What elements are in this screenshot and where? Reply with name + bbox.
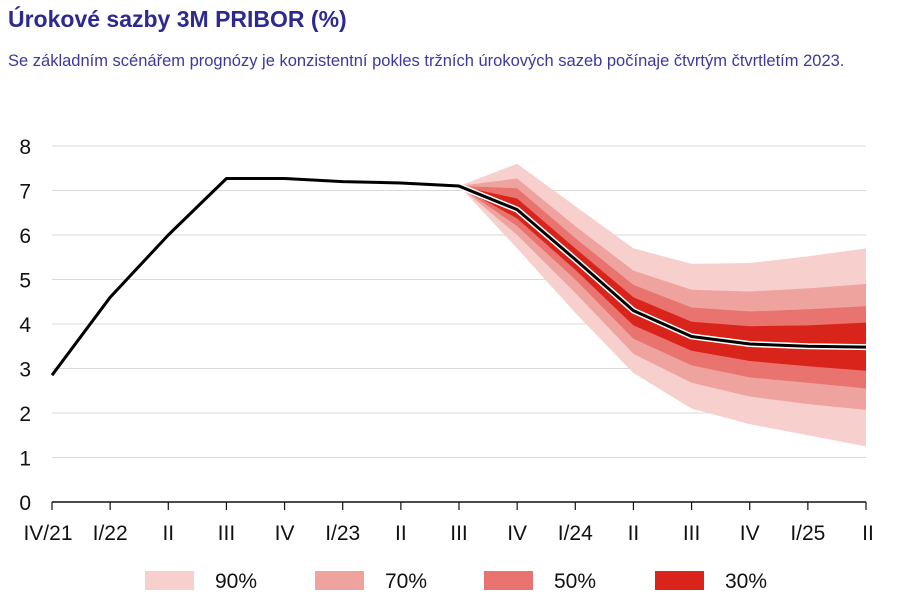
x-tick-label: I/25 — [790, 522, 825, 545]
legend-label: 90% — [215, 570, 257, 593]
y-tick-label: 0 — [19, 492, 31, 515]
x-tick-label: II — [162, 522, 174, 545]
legend-label: 50% — [554, 570, 596, 593]
y-tick-label: 2 — [19, 403, 31, 426]
fan-bands — [459, 163, 866, 447]
legend: 90% 70% 50% 30% — [145, 570, 767, 593]
y-tick-label: 7 — [19, 181, 31, 204]
x-tick-label: IV — [507, 522, 527, 545]
y-tick-label: 1 — [19, 448, 31, 471]
series-lines — [50, 176, 869, 377]
y-tick-label: 6 — [19, 225, 31, 248]
x-tick-label: II — [395, 522, 407, 545]
x-tick-label: IV — [275, 522, 295, 545]
x-tick-label: IV/21 — [23, 522, 72, 545]
x-tick-label: III — [218, 522, 236, 545]
series-line-pribor — [50, 176, 867, 377]
x-tick-label: II — [862, 522, 874, 545]
y-tick-label: 8 — [19, 136, 31, 159]
legend-label: 30% — [725, 570, 767, 593]
y-tick-label: 5 — [19, 270, 31, 293]
y-tick-label: 4 — [19, 314, 31, 337]
legend-swatch-30pct — [655, 571, 704, 590]
y-tick-label: 3 — [19, 359, 31, 382]
x-tick-label: I/22 — [93, 522, 128, 545]
x-tick-label: IV — [740, 522, 760, 545]
legend-swatch-70pct — [315, 571, 364, 590]
legend-label: 70% — [385, 570, 427, 593]
x-tick-label: III — [450, 522, 468, 545]
x-tick-label: III — [683, 522, 701, 545]
legend-swatch-90pct — [145, 571, 194, 590]
chart-subtitle: Se základním scénářem prognózy je konzis… — [8, 52, 845, 70]
x-tick-label: I/24 — [558, 522, 593, 545]
x-tick-label: II — [628, 522, 640, 545]
legend-swatch-50pct — [484, 571, 533, 590]
x-tick-label: I/23 — [325, 522, 360, 545]
chart-title: Úrokové sazby 3M PRIBOR (%) — [8, 6, 347, 32]
